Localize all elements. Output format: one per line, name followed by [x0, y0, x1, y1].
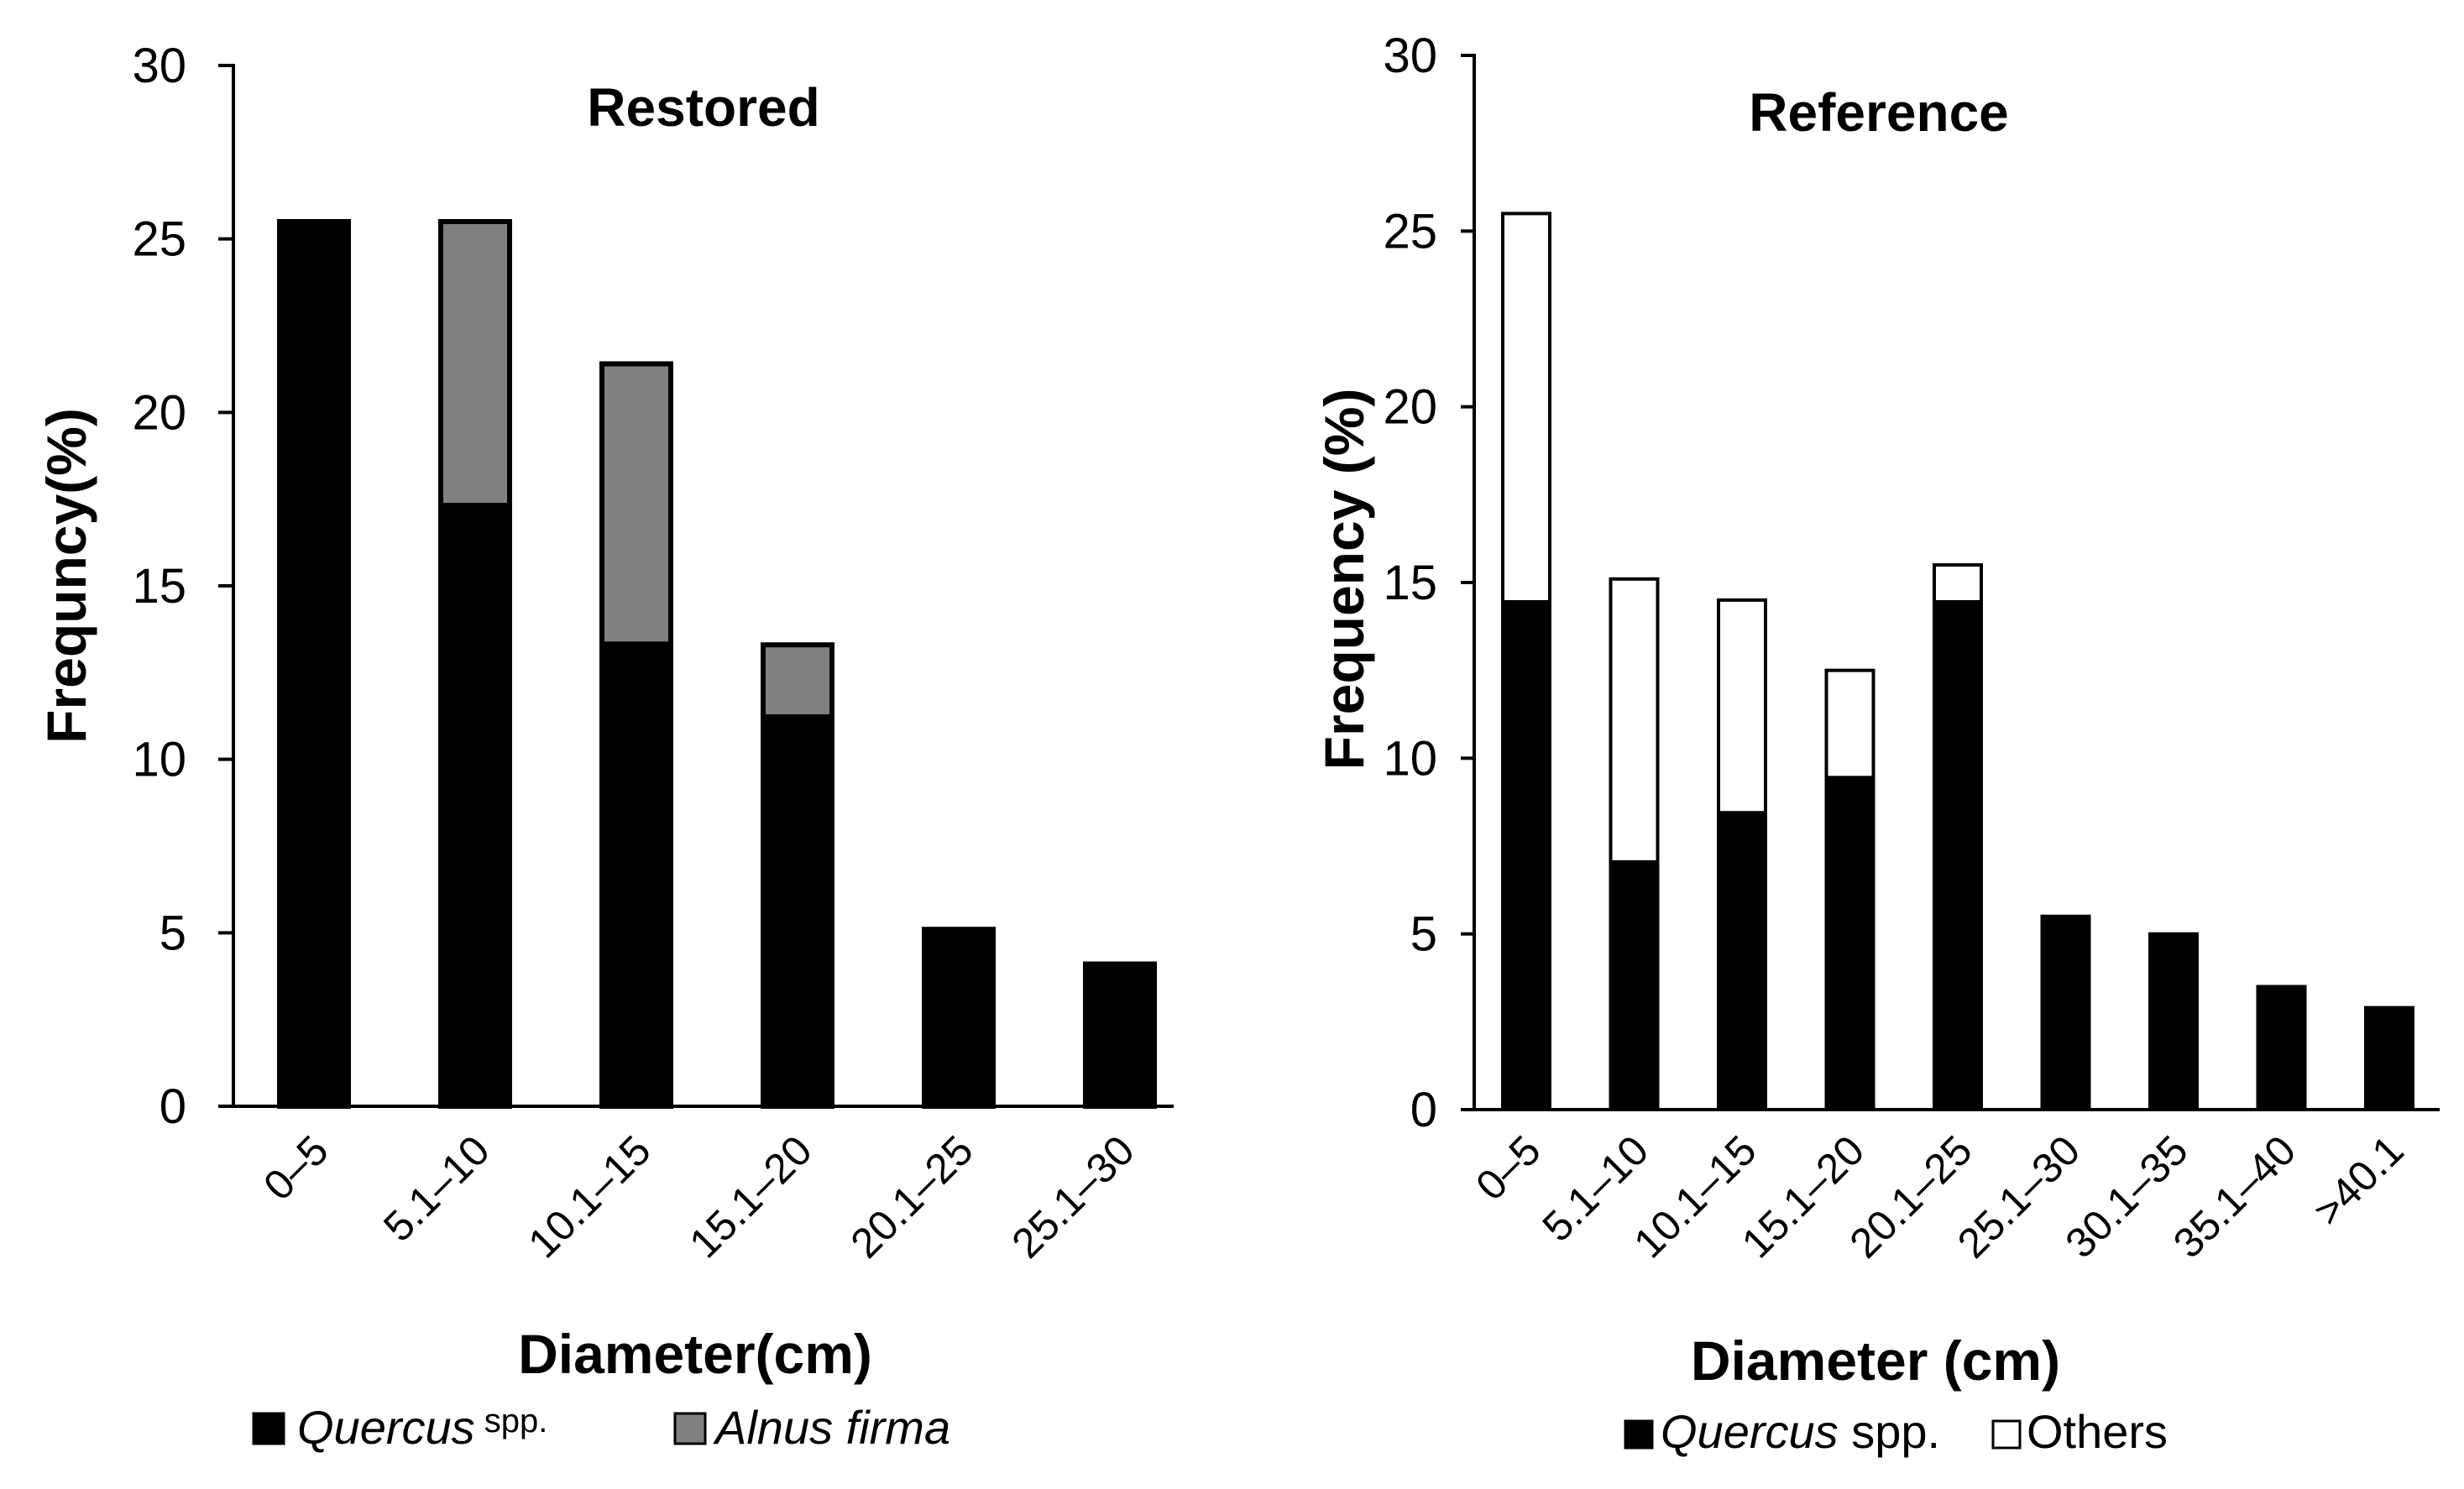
restored-chart: 0 5 10 15 20 25 30 0–5 5.1–10 10.1–15 15.1–20 20.1…	[35, 39, 1174, 1454]
y-tick-label: 15	[1383, 556, 1437, 610]
bar-others-4	[1934, 565, 1981, 600]
bar-others-0	[1503, 213, 1550, 600]
x-tick-label: 20.1–25	[841, 1126, 981, 1267]
x-tick-label: 5.1–10	[374, 1126, 499, 1251]
bar-quercus-spp-2	[1719, 811, 1766, 1110]
bar-alnus-firma-3	[763, 645, 832, 714]
bar-quercus-spp-6	[2150, 933, 2197, 1110]
x-tick-label: 25.1–30	[1002, 1126, 1143, 1267]
bar-quercus-spp-3	[1826, 776, 1874, 1110]
y-tick-label: 30	[1383, 29, 1437, 83]
y-tick-label: 30	[132, 39, 186, 93]
bar-others-1	[1610, 578, 1658, 860]
reference-chart-title: Reference	[1749, 82, 2009, 143]
y-tick-label: 5	[1410, 907, 1437, 962]
legend-label-alnus: Alnus firma	[713, 1401, 950, 1454]
legend-swatch-alnus	[673, 1412, 707, 1445]
restored-x-axis-label: Diameter(cm)	[518, 1323, 872, 1385]
legend-swatch-quercus	[252, 1412, 285, 1445]
x-tick-label: 0–5	[254, 1126, 337, 1209]
restored-y-axis-label: Frequncy(%)	[35, 408, 97, 744]
bar-others-2	[1719, 599, 1766, 812]
restored-x-ticks: 0–5 5.1–10 10.1–15 15.1–20 20.1–25 25.1–30	[254, 1126, 1143, 1267]
y-tick-label: 10	[1383, 731, 1437, 786]
reference-x-axis-label: Diameter (cm)	[1691, 1330, 2060, 1392]
restored-chart-title: Restored	[587, 77, 819, 138]
bar-alnus-firma-2	[602, 363, 671, 642]
bar-quercus-spp-0	[280, 222, 348, 1106]
restored-legend: Quercus spp. Alnus firma	[252, 1401, 950, 1454]
bar-quercus-spp-4	[924, 929, 993, 1106]
bar-others-3	[1826, 670, 1874, 776]
reference-chart: 0 5 10 15 20 25 30 0–55.1–1010.1–1515.1–2020.1…	[1313, 29, 2440, 1458]
legend-label-quercus: Quercus spp.	[297, 1401, 547, 1454]
y-tick-label: 0	[160, 1079, 186, 1134]
y-tick-label: 20	[1383, 380, 1437, 435]
reference-bars	[1501, 212, 2414, 1112]
reference-y-ticks: 0 5 10 15 20 25 30	[1383, 29, 1474, 1137]
bar-quercus-spp-2	[602, 641, 671, 1106]
bar-quercus-spp-7	[2257, 986, 2305, 1110]
bar-quercus-spp-4	[1934, 599, 1981, 1110]
x-tick-label: 0–5	[1467, 1126, 1550, 1209]
reference-legend: Quercus spp. Others	[1624, 1405, 2168, 1458]
y-tick-label: 15	[132, 559, 186, 614]
x-tick-label: >40.1	[2304, 1126, 2413, 1235]
restored-bars	[277, 219, 1157, 1109]
legend-label-quercus: Quercus spp.	[1661, 1405, 1940, 1458]
y-tick-label: 5	[160, 906, 186, 960]
y-tick-label: 25	[132, 212, 186, 267]
y-tick-label: 10	[132, 733, 186, 787]
legend-label-others: Others	[2027, 1405, 2168, 1458]
bar-quercus-spp-5	[2042, 916, 2090, 1110]
legend-label-quercus-italic: Quercus	[297, 1401, 475, 1454]
reference-y-axis-label: Frequency (%)	[1313, 389, 1375, 771]
bar-quercus-spp-8	[2366, 1007, 2413, 1110]
bar-quercus-spp-3	[763, 713, 832, 1106]
legend-swatch-quercus	[1624, 1419, 1654, 1450]
legend-label-quercus-suffix: spp.	[1839, 1405, 1940, 1458]
bar-quercus-spp-0	[1503, 599, 1550, 1110]
legend-label-quercus-italic: Quercus	[1661, 1405, 1839, 1458]
bar-alnus-firma-1	[441, 222, 510, 503]
y-tick-label: 0	[1410, 1083, 1437, 1137]
bar-quercus-spp-5	[1086, 964, 1154, 1106]
restored-axes	[232, 64, 1174, 1108]
x-tick-label: 10.1–15	[519, 1126, 659, 1267]
x-tick-label: 15.1–20	[680, 1126, 820, 1267]
legend-swatch-others	[1991, 1419, 2022, 1450]
bar-quercus-spp-1	[1610, 859, 1658, 1110]
y-tick-label: 25	[1383, 204, 1437, 259]
y-tick-label: 20	[132, 385, 186, 440]
legend-label-quercus-suffix: spp.	[475, 1403, 548, 1439]
x-tick-label: 35.1–40	[2164, 1126, 2304, 1267]
restored-y-ticks: 0 5 10 15 20 25 30	[132, 39, 233, 1134]
reference-x-ticks: 0–55.1–1010.1–1515.1–2020.1–2525.1–3030.…	[1467, 1126, 2413, 1267]
bar-quercus-spp-1	[441, 502, 510, 1106]
